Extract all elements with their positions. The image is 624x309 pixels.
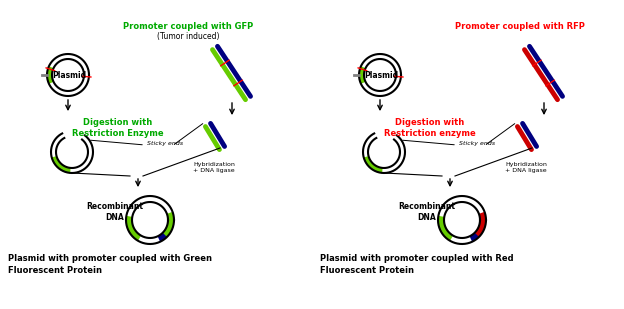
Text: Sticky ends: Sticky ends bbox=[459, 142, 495, 146]
Text: Sticky ends: Sticky ends bbox=[147, 142, 183, 146]
Text: Plasmid: Plasmid bbox=[364, 70, 398, 79]
Text: Promoter coupled with GFP: Promoter coupled with GFP bbox=[123, 22, 253, 31]
Polygon shape bbox=[52, 156, 71, 173]
Text: Hybridization
+ DNA ligase: Hybridization + DNA ligase bbox=[193, 162, 235, 173]
Polygon shape bbox=[162, 212, 174, 238]
Text: Plasmid with promoter coupled with Red
Fluorescent Protein: Plasmid with promoter coupled with Red F… bbox=[320, 254, 514, 275]
Polygon shape bbox=[364, 156, 383, 173]
Text: Digestion with
Restriction Enzyme: Digestion with Restriction Enzyme bbox=[72, 118, 164, 138]
Text: Recombinant
DNA: Recombinant DNA bbox=[399, 202, 456, 222]
Text: (Tumor induced): (Tumor induced) bbox=[157, 32, 219, 41]
Text: Promoter coupled with RFP: Promoter coupled with RFP bbox=[455, 22, 585, 31]
Text: Hybridization
+ DNA ligase: Hybridization + DNA ligase bbox=[505, 162, 547, 173]
Polygon shape bbox=[470, 233, 479, 242]
Polygon shape bbox=[438, 216, 453, 241]
Text: Digestion with
Restriction enzyme: Digestion with Restriction enzyme bbox=[384, 118, 476, 138]
Polygon shape bbox=[359, 66, 366, 84]
Polygon shape bbox=[158, 233, 167, 242]
Text: Recombinant
DNA: Recombinant DNA bbox=[87, 202, 144, 222]
Text: Plasmid with promoter coupled with Green
Fluorescent Protein: Plasmid with promoter coupled with Green… bbox=[8, 254, 212, 275]
Polygon shape bbox=[126, 216, 141, 241]
Polygon shape bbox=[474, 212, 486, 238]
Text: Plasmid: Plasmid bbox=[52, 70, 86, 79]
Polygon shape bbox=[47, 66, 54, 84]
